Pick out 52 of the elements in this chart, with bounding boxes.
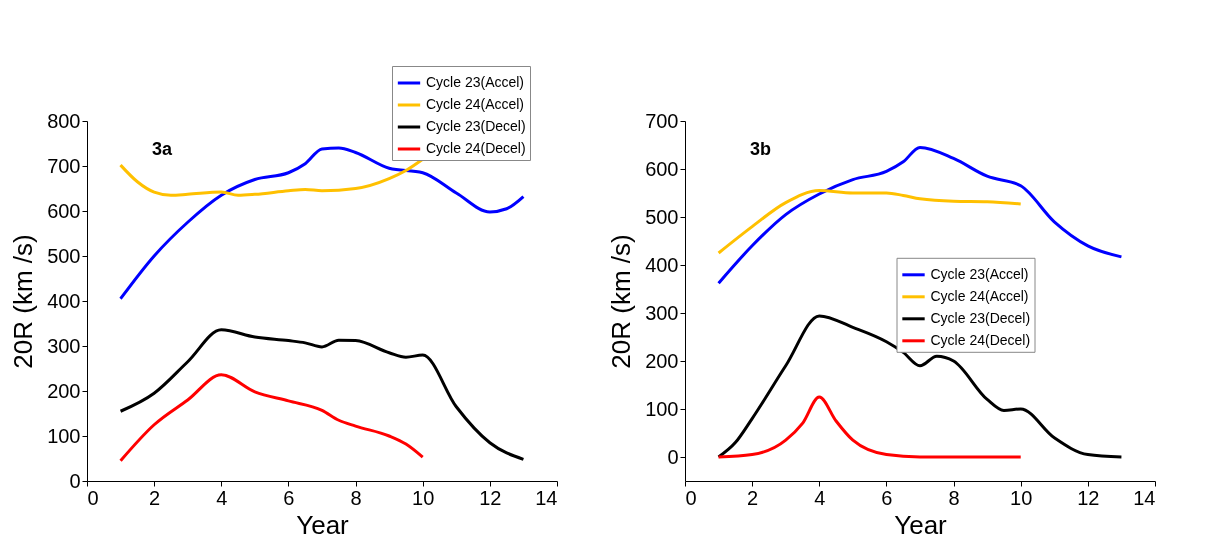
x-axis-title: Year <box>296 509 350 540</box>
line-series <box>119 373 425 463</box>
y-tick-label: 200 <box>645 349 679 372</box>
x-tick-label: 14 <box>1133 486 1156 509</box>
legend-label: Cycle 23(Accel) <box>930 265 1029 282</box>
y-tick-label: 600 <box>645 157 679 180</box>
x-tick-label: 6 <box>881 486 893 509</box>
x-tick-label: 6 <box>283 486 295 509</box>
annotation: 3a <box>152 139 174 159</box>
x-axis-title: Year <box>894 509 948 540</box>
y-tick-label: 500 <box>645 205 679 228</box>
y-tick-label: 800 <box>47 109 81 132</box>
y-tick-label: 100 <box>645 397 679 420</box>
y-axis-title: 20R (km /s) <box>606 234 637 369</box>
line-series <box>717 189 1023 255</box>
legend-label: Cycle 23(Accel) <box>426 74 525 90</box>
y-tick-label: 0 <box>667 445 679 468</box>
y-tick-label: 700 <box>47 154 81 177</box>
y-tick-label: 300 <box>47 334 81 357</box>
y-tick-label: 300 <box>645 301 679 324</box>
legend-label: Cycle 24(Decel) <box>426 140 526 156</box>
x-tick-label: 12 <box>1077 486 1100 509</box>
y-tick-label: 600 <box>47 199 81 222</box>
y-tick-label: 0 <box>69 469 81 492</box>
y-tick-label: 100 <box>47 424 81 447</box>
legend-label: Cycle 24(Accel) <box>930 287 1029 304</box>
annotation: 3b <box>750 139 772 159</box>
x-tick-label: 0 <box>685 486 697 509</box>
x-tick-label: 10 <box>1010 486 1033 509</box>
y-tick-label: 400 <box>645 253 679 276</box>
line-series <box>119 328 525 461</box>
y-tick-label: 200 <box>47 379 81 402</box>
y-tick-label: 500 <box>47 244 81 267</box>
legend-label: Cycle 24(Accel) <box>426 96 525 112</box>
x-tick-label: 10 <box>412 486 435 509</box>
x-tick-label: 8 <box>350 486 362 509</box>
x-tick-label: 2 <box>149 486 161 509</box>
y-tick-label: 700 <box>645 109 679 132</box>
legend-label: Cycle 23(Decel) <box>930 309 1031 326</box>
x-tick-label: 0 <box>87 486 99 509</box>
legend-label: Cycle 24(Decel) <box>930 331 1031 348</box>
x-tick-label: 8 <box>948 486 960 509</box>
line-series <box>717 314 1123 459</box>
y-tick-label: 400 <box>47 289 81 312</box>
x-tick-label: 4 <box>814 486 826 509</box>
line-series <box>717 395 1023 459</box>
legend-label: Cycle 23(Decel) <box>426 118 526 134</box>
x-tick-label: 4 <box>216 486 228 509</box>
x-tick-label: 12 <box>479 486 502 509</box>
y-axis-title: 20R (km /s) <box>8 234 39 369</box>
x-tick-label: 14 <box>535 486 558 509</box>
x-tick-label: 2 <box>747 486 759 509</box>
